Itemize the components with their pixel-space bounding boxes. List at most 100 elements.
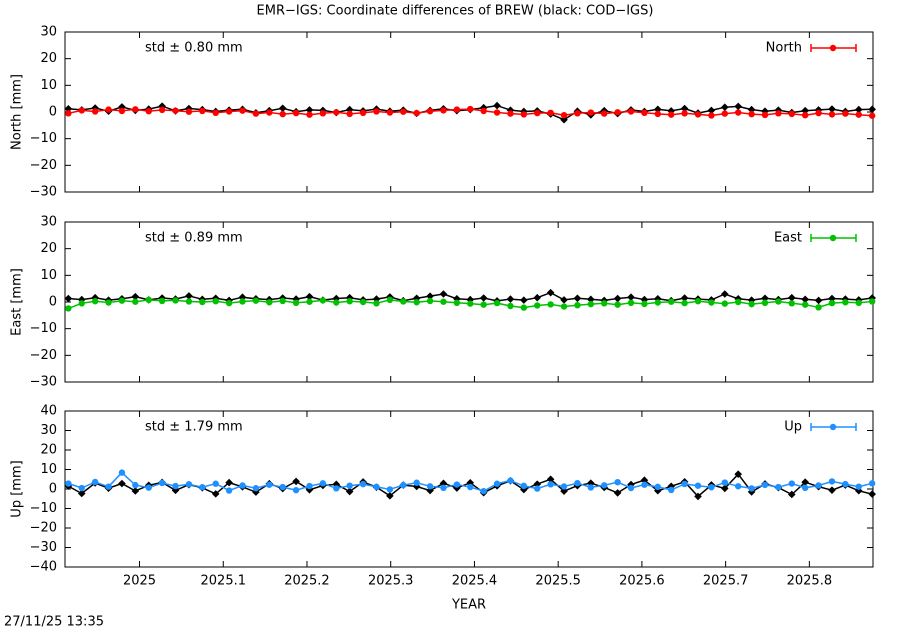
point bbox=[212, 480, 219, 487]
point bbox=[225, 487, 233, 494]
chart-title: EMR−IGS: Coordinate differences of BREW … bbox=[257, 4, 654, 19]
point bbox=[627, 293, 635, 301]
x-tick-label: 2025.4 bbox=[452, 574, 498, 589]
point bbox=[400, 481, 407, 489]
point bbox=[641, 109, 648, 117]
point bbox=[547, 301, 554, 308]
point bbox=[305, 292, 314, 301]
y-tick-label: −20 bbox=[30, 521, 57, 536]
point bbox=[775, 483, 782, 491]
point bbox=[292, 109, 300, 117]
y-tick-label: 30 bbox=[40, 215, 57, 230]
point bbox=[680, 104, 689, 113]
point bbox=[480, 487, 487, 495]
y-tick-label: 0 bbox=[49, 482, 57, 497]
point bbox=[413, 109, 420, 117]
point bbox=[145, 484, 152, 491]
point bbox=[761, 111, 769, 119]
point bbox=[118, 469, 126, 476]
x-axis-label: YEAR bbox=[451, 598, 486, 613]
point bbox=[493, 480, 501, 487]
point bbox=[694, 482, 702, 489]
point bbox=[199, 484, 206, 491]
legend-label: North bbox=[766, 41, 802, 56]
point bbox=[627, 108, 635, 115]
point bbox=[801, 484, 809, 492]
point bbox=[560, 296, 568, 304]
point bbox=[681, 299, 688, 307]
point bbox=[292, 299, 300, 306]
point bbox=[480, 301, 487, 308]
point bbox=[65, 305, 72, 312]
point bbox=[720, 290, 729, 298]
y-tick-label: 40 bbox=[40, 404, 57, 419]
x-tick-label: 2025.8 bbox=[787, 574, 833, 589]
y-tick-label: −10 bbox=[30, 501, 57, 516]
point bbox=[333, 485, 340, 492]
point bbox=[587, 295, 595, 304]
point bbox=[238, 293, 247, 301]
point bbox=[720, 103, 729, 111]
point bbox=[560, 303, 568, 310]
point bbox=[172, 107, 179, 114]
point bbox=[507, 302, 514, 310]
point bbox=[627, 484, 635, 492]
point bbox=[131, 487, 140, 495]
point bbox=[386, 486, 394, 493]
point bbox=[132, 298, 139, 305]
point bbox=[225, 108, 233, 115]
y-axis-label: East [mm] bbox=[10, 268, 25, 336]
point bbox=[453, 299, 461, 306]
point bbox=[292, 486, 300, 494]
point bbox=[412, 294, 421, 303]
point bbox=[560, 483, 568, 490]
y-tick-label: 30 bbox=[40, 423, 57, 438]
point bbox=[278, 104, 287, 113]
point bbox=[118, 479, 126, 488]
y-tick-label: 0 bbox=[49, 105, 57, 120]
point bbox=[668, 486, 675, 494]
point bbox=[587, 300, 595, 308]
legend-label: Up bbox=[784, 420, 802, 435]
point bbox=[787, 293, 796, 302]
point bbox=[359, 480, 367, 488]
point bbox=[814, 296, 823, 305]
point bbox=[842, 299, 849, 306]
point bbox=[828, 486, 836, 494]
point bbox=[641, 481, 648, 488]
y-tick-label: 30 bbox=[40, 25, 57, 40]
point bbox=[239, 107, 246, 114]
point bbox=[627, 299, 635, 306]
y-tick-label: −10 bbox=[30, 131, 57, 146]
point bbox=[440, 484, 447, 492]
point bbox=[601, 300, 608, 307]
point bbox=[346, 110, 353, 118]
point bbox=[801, 112, 809, 119]
point bbox=[574, 302, 581, 309]
point bbox=[319, 480, 327, 487]
point bbox=[868, 105, 876, 114]
point bbox=[533, 293, 542, 302]
point bbox=[694, 298, 702, 305]
point bbox=[386, 492, 394, 500]
point bbox=[574, 110, 581, 117]
point bbox=[801, 478, 809, 486]
legend-marker bbox=[829, 423, 837, 431]
point bbox=[775, 298, 782, 305]
point bbox=[734, 483, 742, 490]
point bbox=[65, 480, 72, 487]
point bbox=[493, 101, 501, 110]
point bbox=[467, 483, 474, 491]
point bbox=[708, 112, 715, 119]
point bbox=[333, 299, 340, 306]
point bbox=[694, 492, 702, 501]
point bbox=[185, 292, 193, 300]
point bbox=[560, 115, 568, 124]
point bbox=[252, 485, 260, 492]
x-tick-label: 2025.1 bbox=[201, 574, 247, 589]
point bbox=[413, 479, 420, 486]
point bbox=[668, 111, 675, 118]
point bbox=[386, 296, 394, 304]
point bbox=[440, 107, 447, 114]
point bbox=[828, 478, 836, 485]
